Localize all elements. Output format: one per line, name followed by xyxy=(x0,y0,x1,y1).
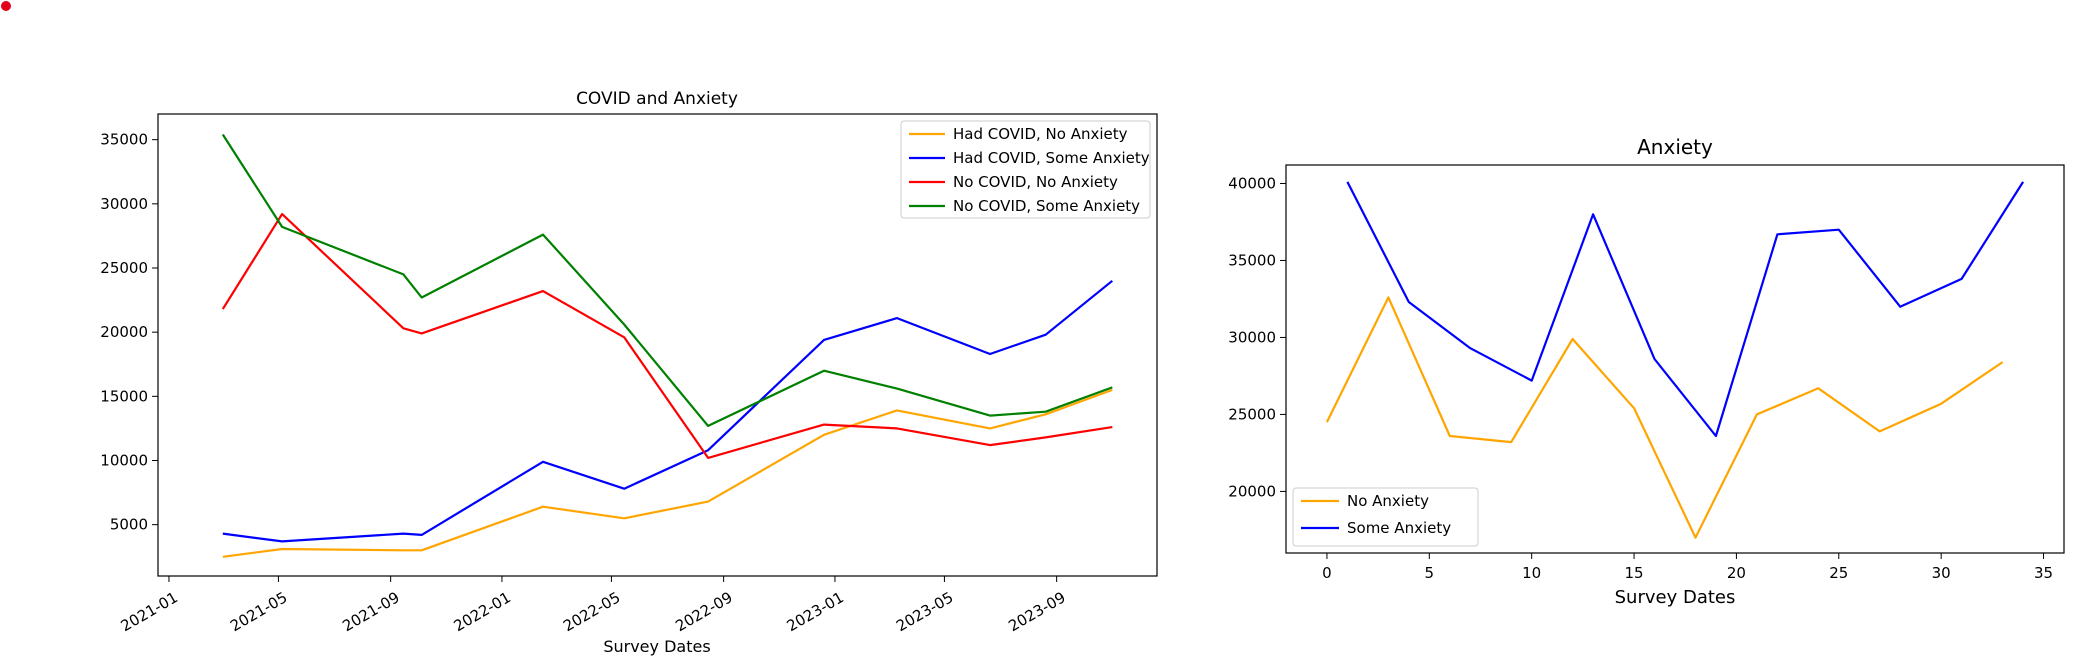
x-tick-label: 2022-09 xyxy=(672,588,735,635)
y-tick-label: 25000 xyxy=(1228,405,1276,423)
series-line-had-covid-no-anxiety xyxy=(222,388,1113,558)
legend-box xyxy=(1292,487,1479,547)
legend: No Anxiety Some Anxiety xyxy=(1292,487,1479,547)
legend-label-some-anxiety: Some Anxiety xyxy=(1347,519,1451,537)
y-tick-label: 20000 xyxy=(1228,482,1276,500)
legend-label-no-covid-no-anxiety: No COVID, No Anxiety xyxy=(953,173,1118,191)
x-tick-label: 2021-01 xyxy=(118,588,181,635)
chart-title: Anxiety xyxy=(1637,135,1713,159)
y-tick-label: 30000 xyxy=(1228,328,1276,346)
series-line-some-anxiety xyxy=(1346,181,2025,438)
x-tick-label: 15 xyxy=(1625,564,1644,582)
x-tick-label: 10 xyxy=(1522,564,1541,582)
x-tick-label: 2023-05 xyxy=(893,588,956,635)
plot-frame xyxy=(1285,164,2065,554)
x-tick-label: 35 xyxy=(2034,564,2053,582)
chart-title: COVID and Anxiety xyxy=(576,89,738,109)
x-tick-label: 2022-05 xyxy=(560,588,623,635)
y-tick-label: 30000 xyxy=(100,195,148,213)
y-tick-label: 15000 xyxy=(100,387,148,405)
series-line-no-anxiety xyxy=(1325,296,2004,539)
y-tick-label: 10000 xyxy=(100,452,148,470)
x-axis-label: Survey Dates xyxy=(603,637,710,656)
legend-label-no-covid-some-anxiety: No COVID, Some Anxiety xyxy=(953,197,1140,215)
x-tick-label: 2022-01 xyxy=(451,588,514,635)
x-axis-label: Survey Dates xyxy=(1615,587,1736,608)
series-line-no-covid-some-anxiety xyxy=(221,133,1113,427)
x-tick-label: 25 xyxy=(1829,564,1848,582)
legend-label-no-anxiety: No Anxiety xyxy=(1347,492,1429,510)
x-tick-label: 5 xyxy=(1425,564,1435,582)
covid-anxiety-chart: COVID and Anxiety 2021-01 2021-05 2021-09 2… xyxy=(100,89,1158,656)
y-tick-label: 35000 xyxy=(100,131,148,149)
x-tick-label: 20 xyxy=(1727,564,1746,582)
legend-box xyxy=(900,120,1151,219)
x-tick-label: 0 xyxy=(1322,564,1332,582)
corner-marker-dot xyxy=(1,1,11,11)
y-tick-label: 20000 xyxy=(100,323,148,341)
y-tick-label: 35000 xyxy=(1228,251,1276,269)
anxiety-chart: Anxiety 0 5 10 15 20 25 30 35 20000 25000 30000 35… xyxy=(1228,135,2065,608)
x-tick-label: 30 xyxy=(1932,564,1951,582)
plot-frame xyxy=(157,113,1158,577)
legend-label-had-covid-no-anxiety: Had COVID, No Anxiety xyxy=(953,125,1128,143)
y-tick-label: 40000 xyxy=(1228,174,1276,192)
legend-label-had-covid-some-anxiety: Had COVID, Some Anxiety xyxy=(953,149,1150,167)
series-line-had-covid-some-anxiety xyxy=(222,279,1113,543)
x-tick-label: 2023-01 xyxy=(784,588,847,635)
x-tick-label: 2021-05 xyxy=(227,588,290,635)
x-tick-label: 2021-09 xyxy=(339,588,402,635)
y-tick-label: 5000 xyxy=(110,516,148,534)
series-line-no-covid-no-anxiety xyxy=(221,213,1113,459)
legend: Had COVID, No Anxiety Had COVID, Some Anx… xyxy=(900,120,1151,219)
y-tick-label: 25000 xyxy=(100,259,148,277)
x-tick-label: 2023-09 xyxy=(1005,588,1068,635)
